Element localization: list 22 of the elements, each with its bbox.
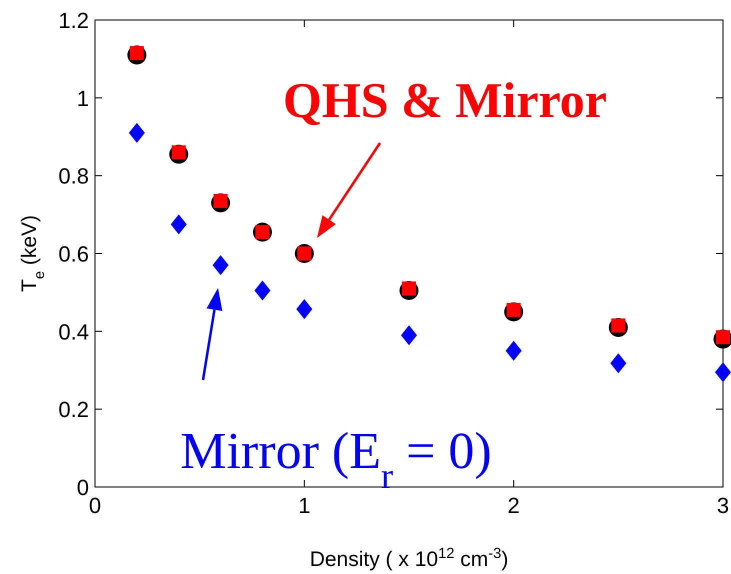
point xyxy=(170,214,187,234)
y-tick-label: 0.4 xyxy=(58,319,89,344)
point xyxy=(401,325,417,346)
x-tick-label: 1 xyxy=(298,493,310,518)
point xyxy=(506,340,522,361)
x-axis-title: Density ( x 10$^{12}$ cm$^{-3}$) xyxy=(310,546,508,571)
point xyxy=(296,299,312,320)
y-tick-label: 0.6 xyxy=(58,242,89,266)
point xyxy=(715,362,731,382)
point xyxy=(128,122,145,143)
x-tick-label: 3 xyxy=(716,493,730,518)
point xyxy=(212,255,229,276)
point xyxy=(254,280,270,300)
y-tick-label: 1 xyxy=(76,86,89,111)
y-tick-label: 0.8 xyxy=(58,164,89,189)
annotation: Mirror (E$_{r}$ = 0) xyxy=(180,423,492,496)
y-tick-label: 1.2 xyxy=(58,8,89,33)
y-tick-label: 0.2 xyxy=(58,397,89,422)
point xyxy=(610,353,626,374)
annotation: QHS & Mirror xyxy=(283,72,607,128)
y-tick-label: 0 xyxy=(76,475,89,500)
x-tick-label: 2 xyxy=(508,493,520,518)
